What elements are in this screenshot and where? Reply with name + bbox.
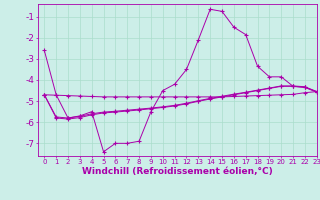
X-axis label: Windchill (Refroidissement éolien,°C): Windchill (Refroidissement éolien,°C): [82, 167, 273, 176]
